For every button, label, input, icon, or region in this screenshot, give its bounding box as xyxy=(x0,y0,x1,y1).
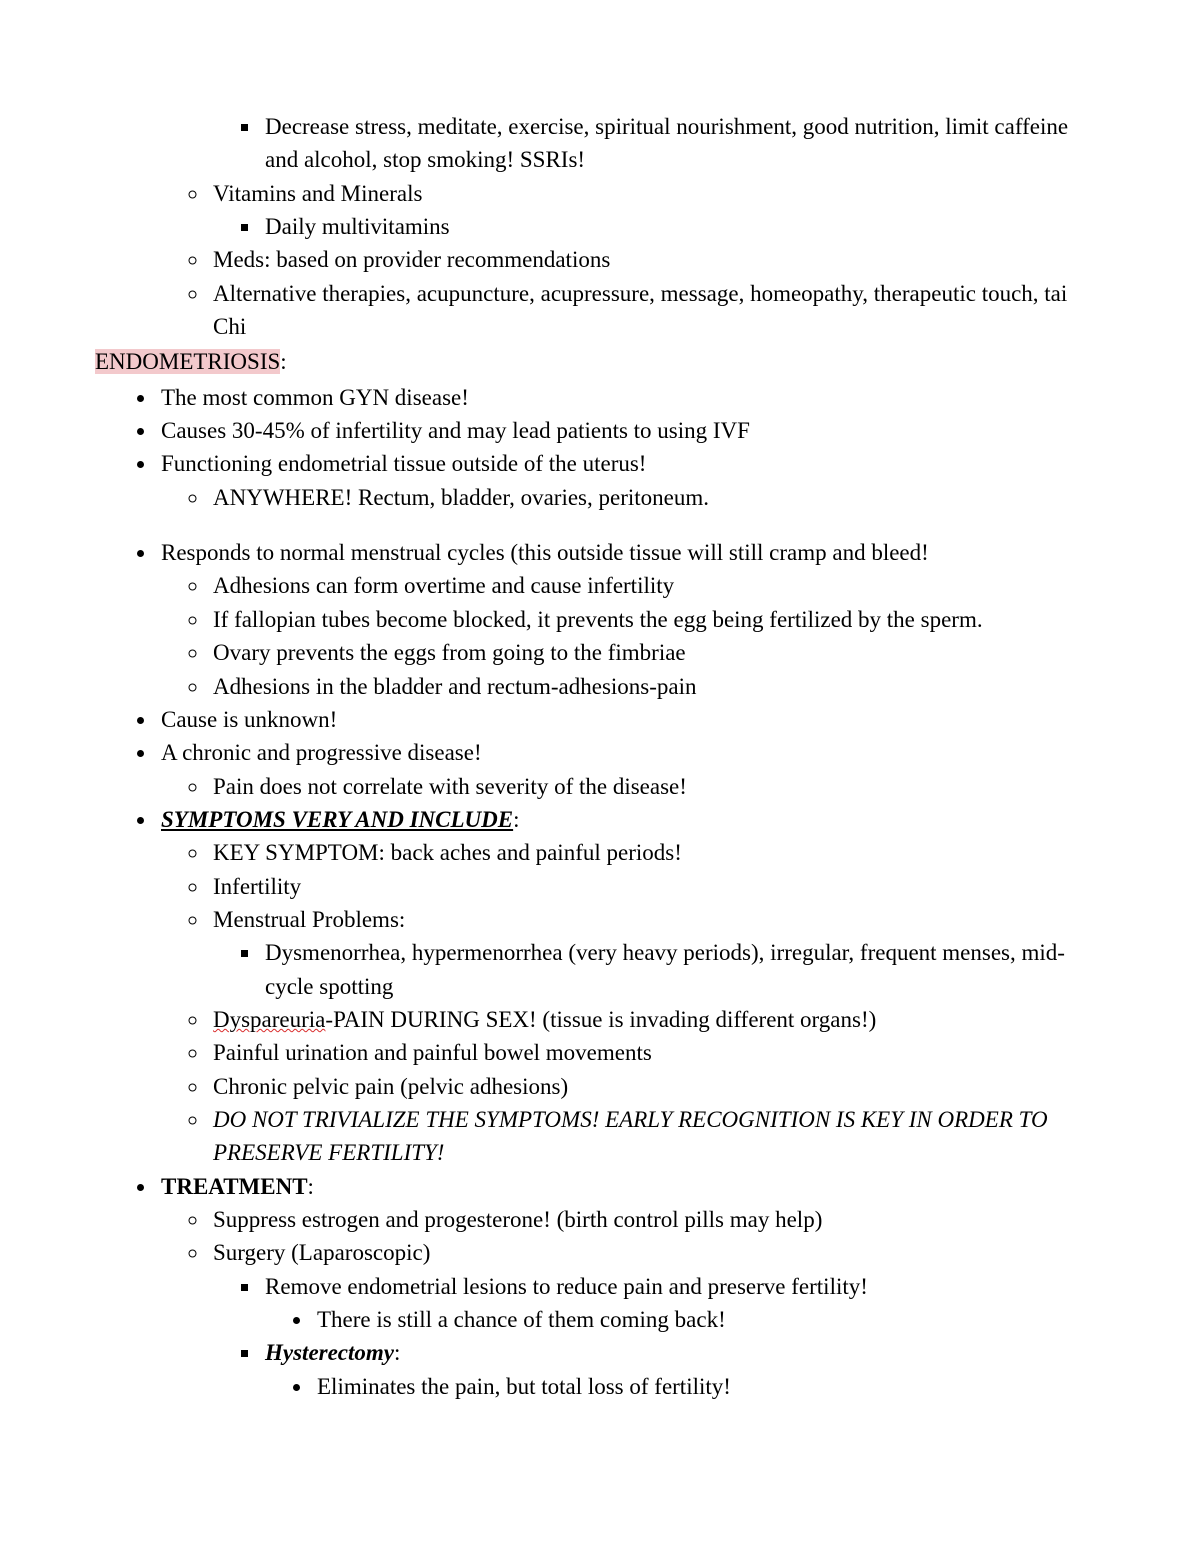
list-item-treatment: TREATMENT: Suppress estrogen and progest… xyxy=(157,1170,1105,1403)
list-item: Decrease stress, meditate, exercise, spi… xyxy=(261,110,1105,177)
text: Vitamins and Minerals xyxy=(213,181,422,206)
list-item: The most common GYN disease! xyxy=(157,381,1105,414)
colon: : xyxy=(308,1174,314,1199)
text: -PAIN DURING SEX! (tissue is invading di… xyxy=(325,1007,876,1032)
heading-colon: : xyxy=(280,349,286,374)
list-item: Suppress estrogen and progesterone! (bir… xyxy=(209,1203,1105,1236)
list-item: There is still a chance of them coming b… xyxy=(313,1303,1105,1336)
section-heading-endometriosis: ENDOMETRIOSIS: xyxy=(95,345,1105,378)
list-item: KEY SYMPTOM: back aches and painful peri… xyxy=(209,836,1105,869)
list-item: Functioning endometrial tissue outside o… xyxy=(157,447,1105,514)
list-item: Menstrual Problems: Dysmenorrhea, hyperm… xyxy=(209,903,1105,1003)
list-item: Meds: based on provider recommendations xyxy=(209,243,1105,276)
hysterectomy-label: Hysterectomy xyxy=(265,1340,394,1365)
list-item: Painful urination and painful bowel move… xyxy=(209,1036,1105,1069)
symptoms-label: SYMPTOMS VERY AND INCLUDE xyxy=(161,807,513,832)
list-item: Responds to normal menstrual cycles (thi… xyxy=(157,536,1105,703)
list-item: Dyspareuria-PAIN DURING SEX! (tissue is … xyxy=(209,1003,1105,1036)
list-item: Alternative therapies, acupuncture, acup… xyxy=(209,277,1105,344)
text: A chronic and progressive disease! xyxy=(161,740,482,765)
colon: : xyxy=(513,807,519,832)
text: Remove endometrial lesions to reduce pai… xyxy=(265,1274,868,1299)
list-item: Adhesions can form overtime and cause in… xyxy=(209,569,1105,602)
colon: : xyxy=(394,1340,400,1365)
list-item: Causes 30-45% of infertility and may lea… xyxy=(157,414,1105,447)
text: Functioning endometrial tissue outside o… xyxy=(161,451,646,476)
list-item: Pain does not correlate with severity of… xyxy=(209,770,1105,803)
endometriosis-list: The most common GYN disease! Causes 30-4… xyxy=(95,381,1105,514)
blank-line xyxy=(95,514,1105,536)
prior-context-list: Decrease stress, meditate, exercise, spi… xyxy=(95,110,1105,343)
misspelled-word: Dyspareuria xyxy=(213,1007,325,1032)
list-item: If fallopian tubes become blocked, it pr… xyxy=(209,603,1105,636)
list-item: ANYWHERE! Rectum, bladder, ovaries, peri… xyxy=(209,481,1105,514)
endometriosis-list-cont: Responds to normal menstrual cycles (thi… xyxy=(95,536,1105,1403)
treatment-label: TREATMENT xyxy=(161,1174,308,1199)
list-item: Daily multivitamins xyxy=(261,210,1105,243)
text: Responds to normal menstrual cycles (thi… xyxy=(161,540,929,565)
list-item: Vitamins and Minerals Daily multivitamin… xyxy=(209,177,1105,244)
list-item: Adhesions in the bladder and rectum-adhe… xyxy=(209,670,1105,703)
list-item: Ovary prevents the eggs from going to th… xyxy=(209,636,1105,669)
list-item: A chronic and progressive disease! Pain … xyxy=(157,736,1105,803)
list-item: Infertility xyxy=(209,870,1105,903)
list-item: Chronic pelvic pain (pelvic adhesions) xyxy=(209,1070,1105,1103)
list-item: Hysterectomy: Eliminates the pain, but t… xyxy=(261,1336,1105,1403)
list-item: Cause is unknown! xyxy=(157,703,1105,736)
list-item: Surgery (Laparoscopic) Remove endometria… xyxy=(209,1236,1105,1403)
text: Menstrual Problems: xyxy=(213,907,405,932)
heading-highlight: ENDOMETRIOSIS xyxy=(95,349,280,374)
list-item-symptoms: SYMPTOMS VERY AND INCLUDE: KEY SYMPTOM: … xyxy=(157,803,1105,1170)
list-item: Dysmenorrhea, hypermenorrhea (very heavy… xyxy=(261,936,1105,1003)
text: Surgery (Laparoscopic) xyxy=(213,1240,430,1265)
list-item: Eliminates the pain, but total loss of f… xyxy=(313,1370,1105,1403)
emphasis-text: DO NOT TRIVIALIZE THE SYMPTOMS! EARLY RE… xyxy=(213,1107,1048,1165)
document-page: Decrease stress, meditate, exercise, spi… xyxy=(0,0,1200,1553)
list-item: DO NOT TRIVIALIZE THE SYMPTOMS! EARLY RE… xyxy=(209,1103,1105,1170)
list-item: Remove endometrial lesions to reduce pai… xyxy=(261,1270,1105,1337)
